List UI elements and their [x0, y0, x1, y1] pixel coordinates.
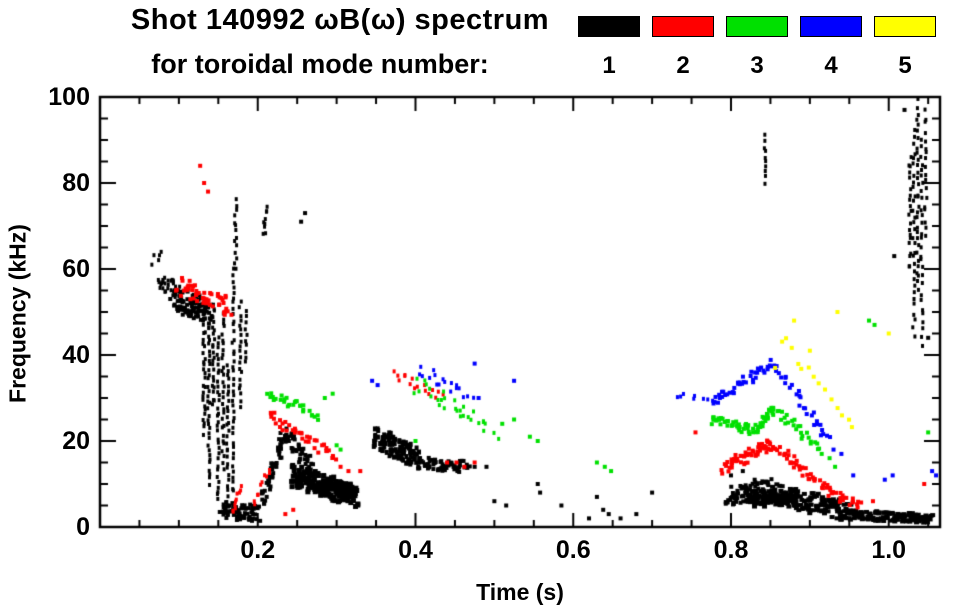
x-tick-label: 0.6 — [555, 536, 591, 564]
x-tick-label: 1.0 — [871, 536, 907, 564]
legend-swatch-mode-3 — [726, 16, 788, 37]
legend-swatch-mode-1 — [578, 16, 640, 37]
legend-label-mode-5: 5 — [898, 52, 912, 79]
y-tick-label: 20 — [62, 427, 90, 455]
x-tick-label: 0.4 — [398, 536, 433, 564]
x-axis-label: Time (s) — [476, 579, 564, 605]
legend-label-mode-4: 4 — [824, 52, 838, 79]
mode-legend-numbers: 1 2 3 4 5 — [578, 52, 936, 80]
figure-subtitle: for toroidal mode number: — [151, 49, 489, 79]
x-tick-label: 0.8 — [713, 536, 749, 564]
y-tick-label: 0 — [76, 513, 90, 541]
y-tick-label: 60 — [62, 255, 90, 283]
y-tick-label: 40 — [62, 341, 90, 369]
mode-legend-swatches — [578, 16, 936, 37]
y-axis-label: Frequency (kHz) — [4, 224, 31, 403]
y-tick-label: 80 — [62, 169, 90, 197]
legend-label-mode-1: 1 — [602, 52, 616, 79]
x-tick-label: 0.2 — [240, 536, 276, 564]
y-tick-label: 100 — [48, 83, 90, 111]
legend-swatch-mode-5 — [874, 16, 936, 37]
legend-label-mode-2: 2 — [676, 52, 690, 79]
legend-swatch-mode-4 — [800, 16, 862, 37]
legend-swatch-mode-2 — [652, 16, 714, 37]
legend-label-mode-3: 3 — [750, 52, 764, 79]
figure-title: Shot 140992 ωB(ω) spectrum — [130, 4, 550, 36]
